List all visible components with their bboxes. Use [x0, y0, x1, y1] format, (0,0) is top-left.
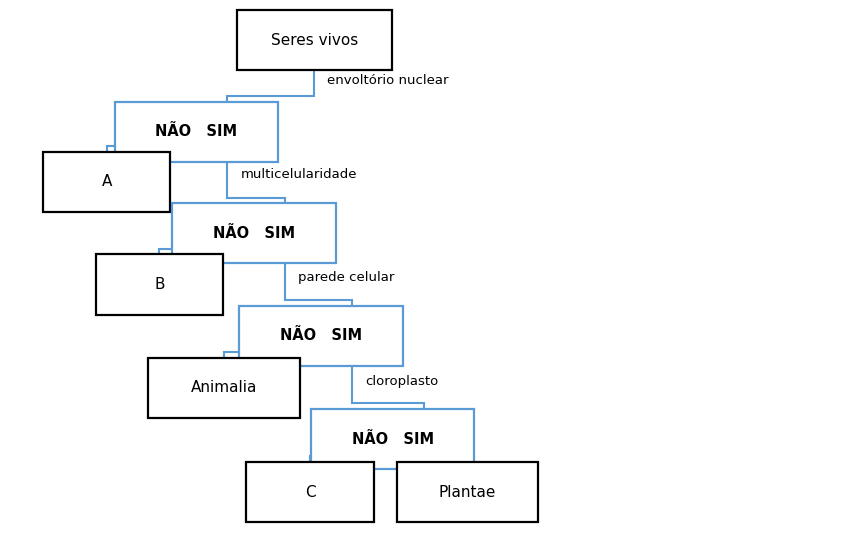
- Text: B: B: [154, 277, 164, 292]
- FancyBboxPatch shape: [172, 203, 336, 263]
- FancyBboxPatch shape: [239, 306, 403, 366]
- Text: parede celular: parede celular: [298, 271, 394, 285]
- Text: NÃO   SIM: NÃO SIM: [280, 329, 362, 343]
- FancyBboxPatch shape: [246, 462, 374, 522]
- Text: Plantae: Plantae: [439, 485, 496, 499]
- Text: cloroplasto: cloroplasto: [365, 376, 438, 388]
- FancyBboxPatch shape: [397, 462, 538, 522]
- Text: NÃO   SIM: NÃO SIM: [155, 124, 238, 139]
- Text: Seres vivos: Seres vivos: [270, 33, 358, 47]
- FancyBboxPatch shape: [311, 409, 474, 469]
- FancyBboxPatch shape: [43, 152, 170, 212]
- Text: NÃO   SIM: NÃO SIM: [351, 432, 434, 446]
- Text: envoltório nuclear: envoltório nuclear: [327, 74, 449, 87]
- FancyBboxPatch shape: [148, 358, 300, 418]
- Text: Animalia: Animalia: [190, 381, 257, 395]
- Text: C: C: [305, 485, 315, 499]
- FancyBboxPatch shape: [237, 10, 392, 70]
- Text: A: A: [102, 175, 112, 189]
- Text: NÃO   SIM: NÃO SIM: [213, 226, 295, 240]
- FancyBboxPatch shape: [115, 102, 278, 162]
- FancyBboxPatch shape: [96, 254, 223, 315]
- Text: multicelularidade: multicelularidade: [240, 167, 356, 181]
